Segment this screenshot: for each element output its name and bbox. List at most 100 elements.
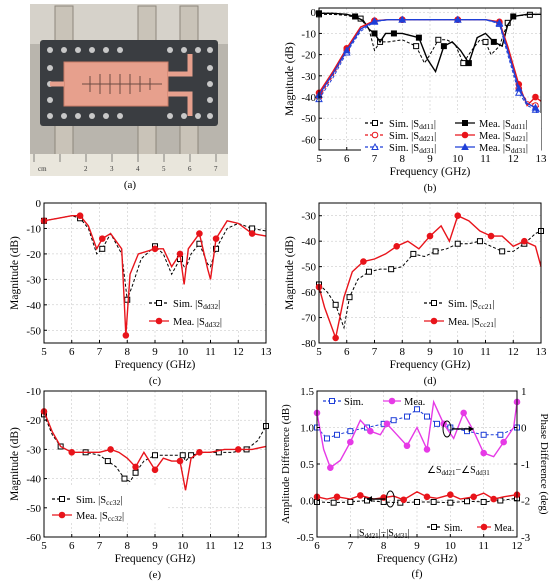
x-axis-label: Frequency (GHz) (390, 359, 471, 371)
data-point (514, 84, 523, 92)
annotation-ellipse (442, 420, 452, 438)
data-point (212, 235, 220, 242)
x-tick-label: 12 (508, 153, 519, 165)
series-line (316, 490, 518, 501)
panel-caption: (f) (412, 568, 423, 580)
x-tick-label: 11 (205, 346, 216, 358)
y-right-tick-label: 1 (521, 387, 527, 398)
legend-entry: Mea. |Sdd31| (455, 142, 528, 155)
data-point (480, 431, 487, 438)
x-axis-label: Frequency (GHz) (115, 553, 196, 565)
y-tick-label: -30 (301, 71, 316, 83)
y-tick-label: -60 (301, 134, 316, 146)
data-point (390, 417, 397, 424)
y-axis-label: Magnitude (dB) (284, 42, 296, 116)
legend-entry: Mea. |Sdd11| (455, 119, 528, 131)
y-tick-label: -30 (26, 274, 41, 286)
legend-label: Sim. |Sdd32| (173, 299, 220, 311)
data-point (413, 43, 420, 50)
data-point (196, 449, 203, 456)
data-point (330, 499, 337, 506)
data-point (104, 458, 111, 465)
x-tick-label: 10 (452, 346, 464, 358)
x-tick-label: 11 (478, 540, 489, 552)
x-axis-label: Frequency (GHz) (377, 553, 458, 565)
y-tick-label: 0 (311, 7, 317, 19)
legend-entry: Mea. |Scc32| (52, 511, 124, 523)
data-point (342, 46, 351, 54)
data-point (400, 496, 407, 504)
legend-marker (58, 511, 66, 519)
data-point (447, 499, 454, 506)
legend-entry: Sim. (427, 523, 463, 534)
y-tick-label: -40 (26, 474, 41, 486)
data-point (521, 237, 528, 245)
y-tick-label: -20 (26, 249, 41, 261)
data-point (393, 242, 400, 250)
y-tick-label: -80 (301, 338, 316, 350)
legend-marker (431, 300, 437, 306)
legend-entry: Sim. |Sdd31| (365, 142, 436, 155)
legend-entry: Sim. |Scc32| (52, 495, 122, 507)
ruler-number: 6 (188, 165, 192, 173)
data-point (500, 438, 507, 446)
legend-label: Sim. |Scc32| (76, 495, 122, 507)
data-point (454, 212, 462, 220)
y-tick-label: -20 (301, 50, 316, 62)
ruler-number: cm (38, 165, 47, 173)
data-point (215, 449, 222, 456)
data-point (179, 452, 186, 459)
x-tick-label: 12 (233, 346, 244, 358)
data-point (435, 36, 442, 43)
x-tick-label: 8 (381, 540, 387, 552)
x-tick-label: 11 (480, 153, 491, 165)
legend-entry: Sim. |Scc21| (424, 299, 494, 311)
legend-entry: Mea. |Sdd21| (455, 131, 528, 143)
panel-caption: (b) (424, 182, 437, 194)
grid-lines (316, 390, 518, 538)
data-point (490, 495, 497, 503)
legend-marker (59, 496, 65, 502)
legend-label: Mea. |Scc21| (448, 317, 496, 329)
x-tick-label: 9 (427, 346, 433, 358)
y-tick-label: -50 (301, 113, 316, 125)
caption-a: (a) (123, 179, 137, 191)
x-tick-label: 10 (177, 540, 189, 552)
annotation: ∠Sdd21−∠Sdd31 (427, 465, 490, 477)
x-tick-label: 6 (344, 346, 350, 358)
legend-label: Mea. |Sdd31| (479, 143, 528, 155)
panel-caption: (c) (149, 375, 162, 387)
data-point (98, 235, 106, 242)
data-point (434, 420, 440, 427)
legend-label: Sim. |Sdd11| (389, 119, 436, 131)
x-tick-label: 12 (512, 540, 523, 552)
x-tick-label: 8 (400, 346, 406, 358)
data-point (480, 498, 487, 505)
data-point (107, 446, 114, 453)
ruler-number: 5 (162, 165, 166, 173)
series-line (316, 408, 518, 440)
data-point (447, 491, 454, 498)
legend-marker (155, 317, 163, 325)
y-axis-label: Magnitude (dB) (284, 236, 296, 310)
data-point (490, 38, 497, 45)
legend-label: Sim. |Scc21| (448, 299, 494, 311)
data-point (470, 493, 477, 501)
x-tick-label: 9 (152, 346, 158, 358)
legend-box (145, 290, 265, 330)
legend-marker (371, 142, 379, 150)
y-tick-label: -50 (26, 325, 41, 337)
data-point (347, 428, 354, 435)
x-tick-label: 9 (427, 153, 433, 165)
y-axis-label: Amplitude Difference (dB) (280, 404, 292, 524)
series-2 (315, 16, 542, 109)
x-axis-label: Frequency (GHz) (115, 359, 196, 371)
data-point (460, 409, 467, 417)
x-tick-label: 10 (445, 540, 457, 552)
x-tick-label: 9 (414, 540, 420, 552)
y-tick-label: -60 (301, 287, 316, 299)
data-point (403, 442, 411, 450)
legend-label: Mea. |Scc32| (76, 511, 124, 523)
legend-marker (156, 300, 162, 306)
data-point (324, 435, 330, 442)
